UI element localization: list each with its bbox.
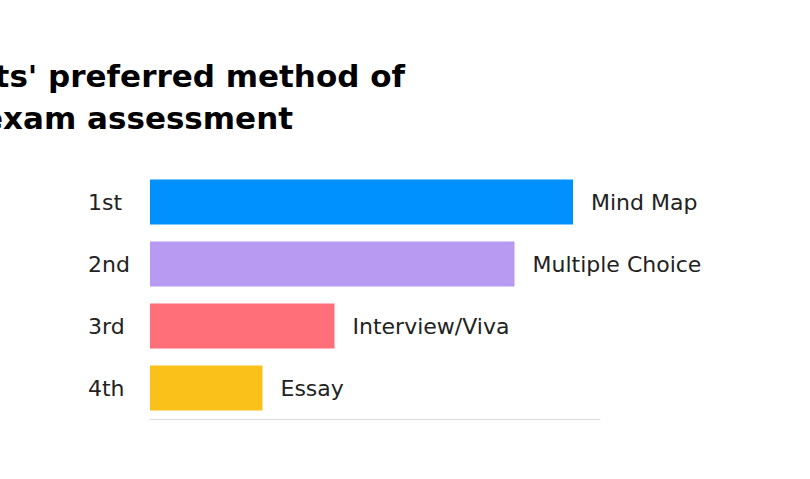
svg-text:4th: 4th — [88, 376, 125, 401]
svg-text:Essay: Essay — [281, 376, 344, 401]
svg-text:1st: 1st — [88, 190, 122, 215]
svg-text:Students' preferred method of: Students' preferred method of — [0, 58, 406, 94]
svg-text:Interview/Viva: Interview/Viva — [353, 314, 510, 339]
svg-text:Mind Map: Mind Map — [591, 190, 697, 215]
svg-text:3rd: 3rd — [88, 314, 125, 339]
svg-text:exam assessment: exam assessment — [0, 100, 293, 136]
svg-text:2nd: 2nd — [88, 252, 130, 277]
svg-text:Multiple Choice: Multiple Choice — [533, 252, 702, 277]
